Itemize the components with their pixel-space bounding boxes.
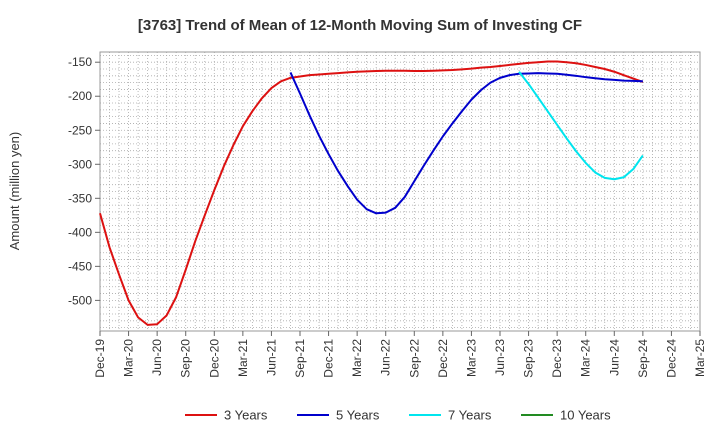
x-tick-label: Dec-23 [550, 339, 564, 378]
y-tick-label: -350 [68, 191, 92, 205]
x-tick-label: Mar-25 [693, 339, 707, 377]
series-line-5-years [289, 71, 643, 215]
plot-area [99, 51, 701, 332]
x-tick-label: Dec-19 [93, 339, 107, 378]
y-tick-label: -150 [68, 55, 92, 69]
x-tick-label: Jun-21 [264, 339, 278, 376]
x-tick-label: Dec-20 [207, 339, 221, 378]
x-tick-label: Jun-24 [607, 339, 621, 376]
y-tick-label: -450 [68, 259, 92, 273]
y-axis-label: Amount (million yen) [7, 132, 22, 251]
legend-label: 3 Years [224, 408, 268, 423]
x-tick-label: Sep-22 [407, 339, 421, 378]
x-tick-label: Sep-20 [179, 339, 193, 378]
legend-label: 10 Years [560, 408, 611, 423]
x-tick-label: Mar-24 [579, 339, 593, 377]
x-tick-label: Mar-23 [464, 339, 478, 377]
x-tick-label: Sep-23 [522, 339, 536, 378]
x-tick-label: Mar-21 [236, 339, 250, 377]
x-tick-label: Jun-20 [150, 339, 164, 376]
chart-title: [3763] Trend of Mean of 12-Month Moving … [138, 17, 582, 34]
x-tick-label: Mar-22 [350, 339, 364, 377]
series-line-3-years [99, 60, 644, 326]
y-tick-label: -200 [68, 89, 92, 103]
x-tick-label: Dec-22 [436, 339, 450, 378]
x-axis: Dec-19 Mar-20 Jun-20 Sep-20 Dec-20 Mar-21 Jun-… [93, 331, 707, 378]
x-tick-label: Jun-22 [379, 339, 393, 376]
y-tick-label: -400 [68, 225, 92, 239]
legend-label: 7 Years [448, 408, 492, 423]
x-tick-label: Sep-21 [293, 339, 307, 378]
x-tick-label: Sep-24 [636, 339, 650, 378]
series-lines [99, 60, 644, 326]
series-line-7-years [518, 71, 644, 181]
x-tick-label: Mar-20 [122, 339, 136, 377]
y-tick-label: -300 [68, 157, 92, 171]
legend-label: 5 Years [336, 408, 380, 423]
y-tick-label: -250 [68, 123, 92, 137]
y-axis: -150 -200 -250 -300 -350 -400 -450 -500 [68, 55, 100, 307]
x-tick-label: Jun-23 [493, 339, 507, 376]
grid [100, 52, 700, 331]
x-tick-label: Dec-21 [322, 339, 336, 378]
legend: 3 Years 5 Years 7 Years 10 Years [185, 408, 611, 423]
y-tick-label: -500 [68, 293, 92, 307]
x-tick-label: Dec-24 [664, 339, 678, 378]
